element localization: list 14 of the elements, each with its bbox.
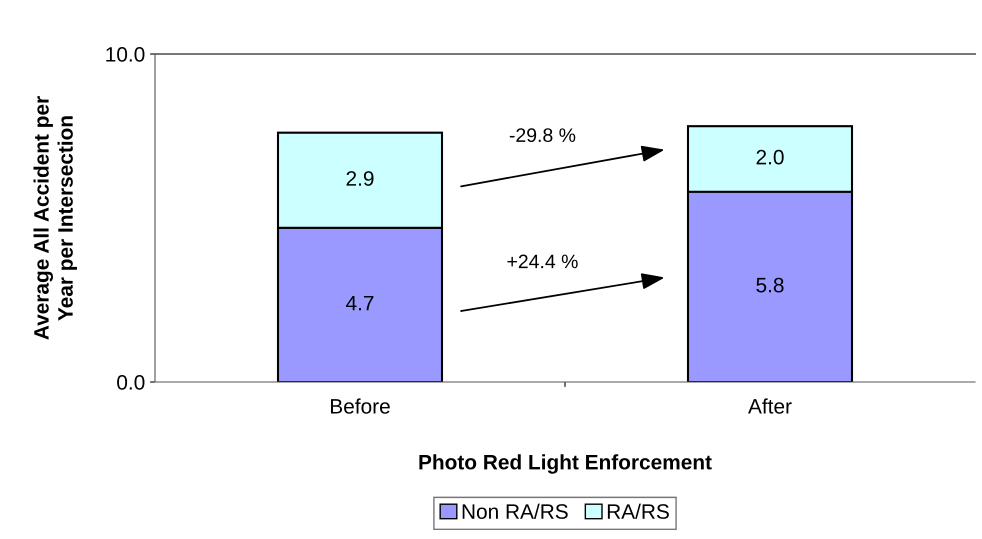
x-tick-label: Before [331, 398, 390, 414]
y-axis-title: Average All Accident per Year per Intersection [33, 96, 77, 340]
data-label: 2.0 [756, 150, 784, 165]
annotation: -29.8 % [510, 128, 576, 142]
y-tick-label: 0.0 [117, 375, 144, 390]
legend-label: RA/RS [608, 504, 669, 519]
x-tick-label: After [748, 398, 792, 414]
data-label: 4.7 [346, 296, 374, 310]
legend-label: Non RA/RS [462, 504, 568, 519]
x-axis-title: Photo Red Light Enforcement [419, 454, 712, 474]
annotation: +24.4 % [507, 254, 578, 268]
y-tick-label: 10.0 [106, 47, 144, 62]
data-label: 5.8 [756, 278, 784, 292]
data-label: 2.9 [346, 171, 374, 186]
